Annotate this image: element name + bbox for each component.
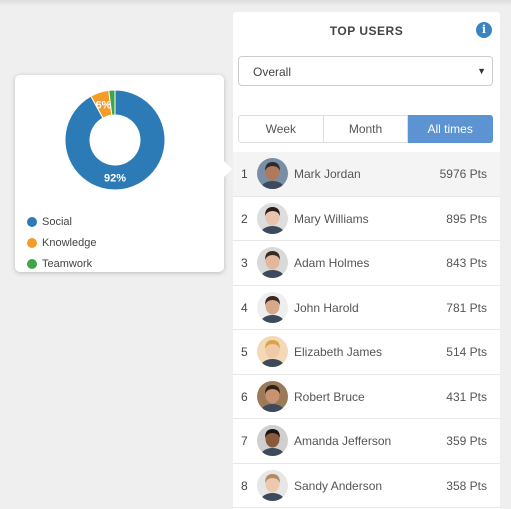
legend-item-knowledge[interactable]: Knowledge [27, 232, 96, 253]
data-label-knowledge: 6% [95, 99, 111, 111]
user-rank: 4 [241, 300, 248, 315]
panel-title: TOP USERS [329, 24, 404, 38]
user-avatar[interactable] [257, 158, 288, 189]
points-breakdown-card: 92% 6% Social Knowledge Teamwork [15, 75, 232, 274]
user-avatar[interactable] [257, 469, 288, 501]
user-name[interactable]: John Harold [294, 300, 359, 315]
user-row[interactable]: 8 Sandy Anderson 358 Pts [233, 464, 500, 508]
user-points: 358 Pts [446, 478, 487, 493]
top-shadow-bar [0, 0, 511, 6]
user-avatar[interactable] [257, 291, 288, 323]
users-list: 1 Mark Jordan 5976 Pts 2 Mary Williams 895 Pt… [233, 152, 500, 508]
legend-item-social[interactable]: Social [27, 211, 96, 232]
legend-label: Teamwork [42, 257, 93, 270]
slice-social[interactable] [64, 89, 166, 191]
tab-month[interactable]: Month [323, 115, 409, 143]
user-name[interactable]: Sandy Anderson [294, 478, 383, 493]
donut-chart: 92% 6% [64, 89, 166, 191]
user-avatar[interactable] [257, 336, 288, 367]
legend-dot-icon [27, 237, 37, 248]
chart-legend: Social Knowledge Teamwork [27, 211, 96, 274]
user-points: 431 Pts [446, 389, 487, 404]
data-label-social: 92% [104, 173, 126, 185]
user-avatar[interactable] [257, 247, 288, 278]
user-row[interactable]: 7 Amanda Jefferson 359 Pts [233, 419, 500, 464]
legend-item-teamwork[interactable]: Teamwork [27, 253, 96, 274]
user-rank: 8 [241, 478, 248, 493]
user-rank: 6 [241, 389, 248, 404]
info-icon[interactable]: i [476, 22, 492, 38]
tab-week[interactable]: Week [238, 115, 324, 143]
user-name[interactable]: Mark Jordan [294, 167, 361, 181]
period-tabs: Week Month All times [238, 115, 494, 143]
user-avatar[interactable] [257, 380, 288, 412]
user-points: 5976 Pts [439, 167, 487, 181]
tab-all-times[interactable]: All times [408, 115, 494, 143]
user-points: 843 Pts [446, 256, 487, 270]
user-name[interactable]: Amanda Jefferson [294, 434, 392, 448]
user-rank: 5 [241, 345, 248, 359]
user-rank: 3 [241, 256, 248, 270]
user-points: 895 Pts [446, 211, 487, 226]
legend-dot-icon [27, 258, 37, 269]
tooltip-arrow [224, 161, 232, 177]
user-points: 514 Pts [446, 345, 487, 359]
category-select-value: Overall [253, 65, 292, 79]
user-points: 781 Pts [446, 300, 487, 315]
user-name[interactable]: Robert Bruce [294, 389, 365, 404]
legend-label: Social [42, 215, 72, 228]
user-points: 359 Pts [446, 434, 487, 448]
user-row[interactable]: 4 John Harold 781 Pts [233, 286, 500, 330]
category-select[interactable]: Overall ▼ [238, 56, 493, 86]
user-rank: 1 [241, 167, 248, 181]
user-name[interactable]: Adam Holmes [294, 256, 370, 270]
user-row[interactable]: 1 Mark Jordan 5976 Pts [233, 152, 500, 197]
legend-label: Knowledge [42, 236, 97, 249]
user-row[interactable]: 3 Adam Holmes 843 Pts [233, 241, 500, 286]
caret-down-icon: ▼ [477, 66, 486, 76]
legend-dot-icon [27, 216, 37, 227]
user-name[interactable]: Elizabeth James [294, 345, 383, 359]
user-row[interactable]: 2 Mary Williams 895 Pts [233, 197, 500, 241]
user-row[interactable]: 6 Robert Bruce 431 Pts [233, 375, 500, 419]
user-name[interactable]: Mary Williams [294, 211, 369, 226]
user-avatar[interactable] [257, 202, 288, 234]
user-rank: 7 [241, 434, 248, 448]
top-users-panel: TOP USERS i Overall ▼ Week Month All tim… [233, 12, 500, 509]
user-rank: 2 [241, 211, 248, 226]
user-avatar[interactable] [257, 425, 288, 456]
user-row[interactable]: 5 Elizabeth James 514 Pts [233, 330, 500, 375]
slice-teamwork[interactable] [108, 89, 116, 116]
